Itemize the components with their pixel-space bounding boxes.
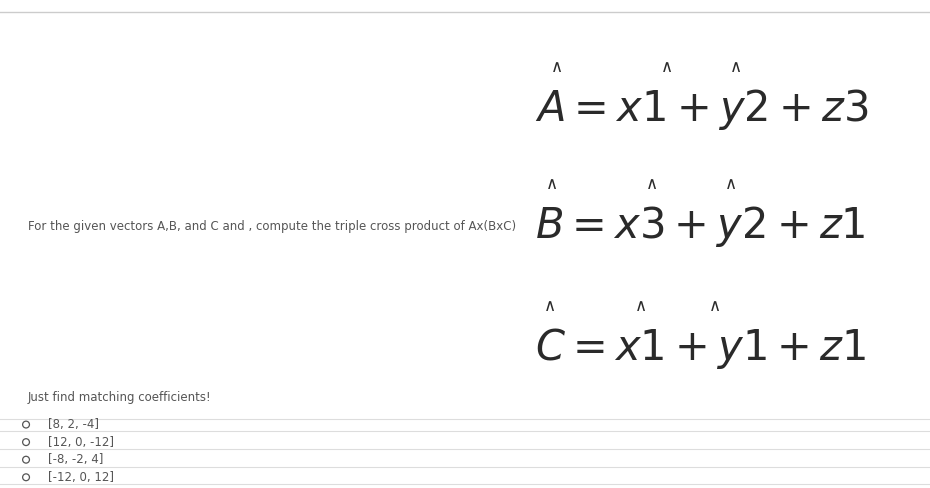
Text: [12, 0, -12]: [12, 0, -12] (48, 436, 114, 448)
Text: $\wedge$: $\wedge$ (729, 59, 740, 76)
Text: $\wedge$: $\wedge$ (660, 59, 671, 76)
Text: [8, 2, -4]: [8, 2, -4] (48, 418, 100, 431)
Text: $\wedge$: $\wedge$ (545, 176, 556, 193)
Text: $\wedge$: $\wedge$ (543, 298, 554, 315)
Text: $\wedge$: $\wedge$ (724, 176, 736, 193)
Text: $\wedge$: $\wedge$ (709, 298, 720, 315)
Text: $\wedge$: $\wedge$ (551, 59, 562, 76)
Text: Just find matching coefficients!: Just find matching coefficients! (28, 391, 211, 404)
Text: For the given vectors A,B, and C and , compute the triple cross product of Ax(Bx: For the given vectors A,B, and C and , c… (28, 221, 516, 233)
Text: [-12, 0, 12]: [-12, 0, 12] (48, 471, 114, 484)
Text: [-8, -2, 4]: [-8, -2, 4] (48, 453, 104, 466)
Text: $\mathit{A} = \mathit{x}1+\mathit{y}2+\mathit{z}3$: $\mathit{A} = \mathit{x}1+\mathit{y}2+\m… (535, 87, 868, 132)
Text: $\mathit{C} = \mathit{x}1+\mathit{y}1+\mathit{z}1$: $\mathit{C} = \mathit{x}1+\mathit{y}1+\m… (535, 326, 866, 371)
Text: $\wedge$: $\wedge$ (645, 176, 657, 193)
Text: $\wedge$: $\wedge$ (634, 298, 645, 315)
Text: $\mathit{B} = \mathit{x}3+\mathit{y}2+\mathit{z}1$: $\mathit{B} = \mathit{x}3+\mathit{y}2+\m… (535, 204, 865, 249)
